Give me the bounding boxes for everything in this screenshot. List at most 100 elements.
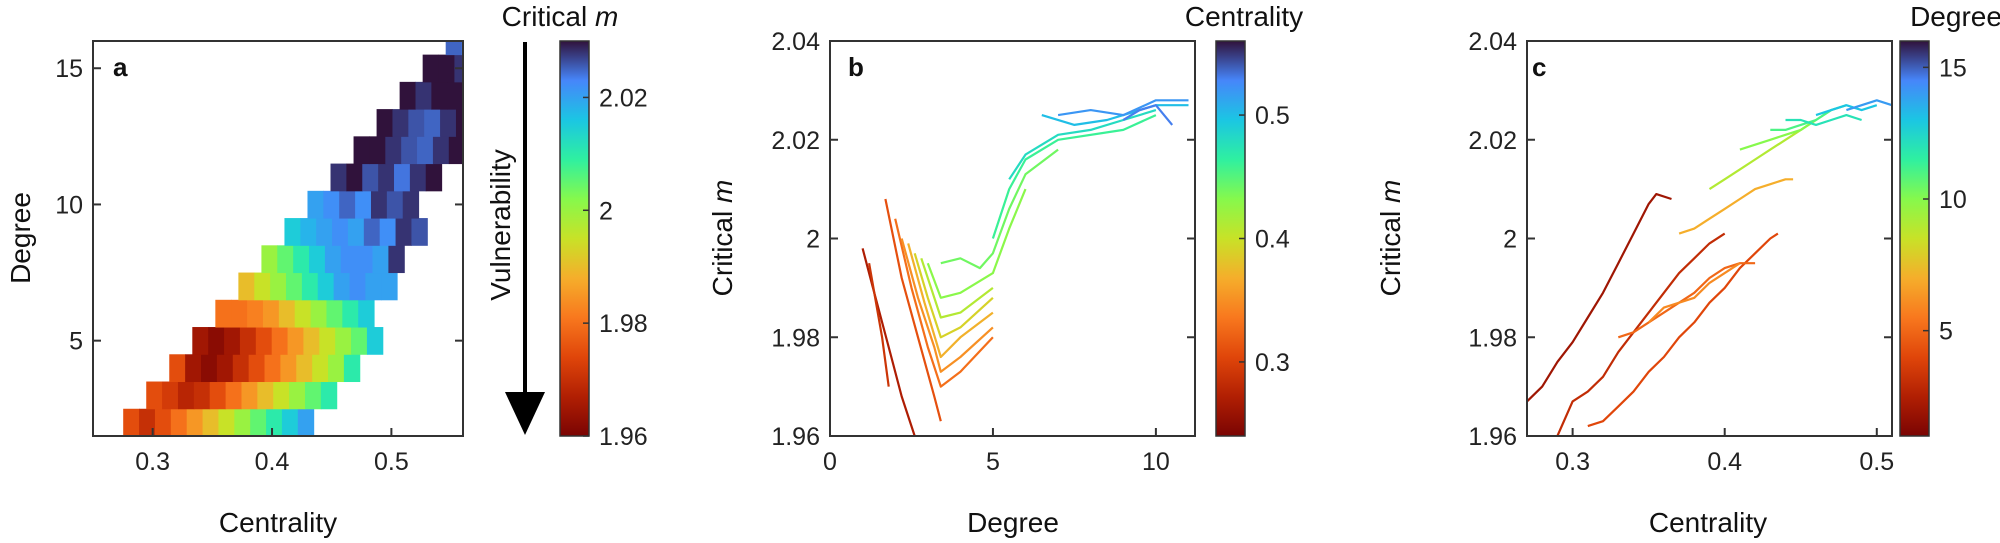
colorbar-tick-label: 0.4 — [1255, 226, 1290, 254]
colorbar-tick-label: 15 — [1939, 54, 1967, 82]
colorbar-tick-label: 2.02 — [599, 84, 648, 112]
heatmap-cell — [335, 327, 352, 355]
heatmap-cell — [201, 354, 218, 383]
series-line — [1647, 262, 1741, 324]
colorbar-tick-label: 2 — [599, 197, 613, 225]
vulnerability-arrow-head — [505, 392, 545, 435]
heatmap-cell — [349, 272, 366, 301]
heatmap-cell — [216, 354, 234, 383]
series-group — [861, 99, 1189, 436]
heatmap-cell — [261, 245, 278, 274]
heatmap-cell — [284, 218, 301, 246]
series-line — [894, 218, 994, 388]
heatmap-cell — [208, 327, 225, 355]
panel-a-colorbar-label-var: m — [595, 1, 618, 32]
heatmap-cell — [445, 41, 463, 56]
heatmap-cell — [270, 272, 287, 301]
heatmap-cell — [394, 163, 411, 192]
panel-c-colorbar-label: Degree — [1910, 1, 2000, 32]
heatmap-cell — [273, 381, 290, 410]
heatmap-cell — [215, 299, 232, 328]
heatmap-cell — [170, 408, 188, 437]
heatmap-cell — [232, 354, 250, 383]
y-tick-label: 10 — [55, 191, 83, 219]
heatmap-cell — [309, 245, 326, 274]
heatmap-cell — [455, 109, 464, 137]
heatmap-cell — [193, 381, 211, 410]
panel-a: a 0.3 0.4 0.5 5 10 15 Centrality Degree Vuln… — [5, 1, 648, 538]
series-line — [1846, 99, 1892, 112]
heatmap-cell — [266, 408, 283, 437]
heatmap-cell — [241, 381, 258, 410]
panel-c-x-ticks: 0.3 0.4 0.5 — [1555, 428, 1894, 476]
vulnerability-label: Vulnerability — [485, 149, 516, 300]
series-line — [1785, 113, 1862, 127]
heatmap-cell — [376, 109, 393, 137]
x-tick-label: 0.3 — [135, 448, 170, 476]
heatmap-cell — [250, 408, 267, 437]
series-line — [1057, 99, 1189, 117]
heatmap-cell — [432, 136, 450, 165]
y-tick-label: 2 — [806, 226, 820, 254]
series-group — [1527, 99, 1892, 436]
series-line — [1678, 178, 1794, 235]
heatmap-cell — [355, 190, 372, 219]
heatmap-cell — [320, 381, 338, 410]
heatmap-cell — [347, 218, 365, 246]
heatmap-cell — [271, 327, 289, 355]
heatmap-cell — [185, 354, 202, 383]
heatmap-cell — [285, 272, 303, 301]
heatmap-cell — [333, 272, 350, 301]
panel-c-frame — [1526, 40, 1893, 437]
heatmap-cell — [300, 218, 317, 246]
heatmap-cell — [431, 81, 448, 110]
heatmap-cell — [440, 109, 457, 137]
heatmap-cell — [326, 299, 343, 328]
x-tick-label: 0 — [823, 448, 837, 476]
heatmap-cell — [239, 327, 257, 355]
heatmap-cell — [139, 408, 156, 437]
x-tick-label: 0.4 — [1707, 448, 1742, 476]
x-tick-label: 0.5 — [1859, 448, 1894, 476]
panel-c-lines — [1527, 99, 1892, 436]
heatmap-cell — [369, 136, 386, 165]
y-tick-label: 1.98 — [771, 324, 820, 352]
panel-a-colorbar-label-text: Critical — [502, 1, 595, 32]
panel-a-y-label: Degree — [5, 192, 36, 284]
series-line — [868, 263, 890, 387]
heatmap-cell — [386, 190, 404, 219]
panel-a-colorbar-ticks: 2.02 2 1.98 1.96 — [583, 84, 648, 451]
series-line — [913, 252, 994, 339]
heatmap-cell — [177, 381, 195, 410]
panel-c-colorbar — [1899, 40, 1930, 437]
heatmap-cell — [366, 327, 384, 355]
heatmap-cell — [399, 81, 416, 110]
heatmap-cell — [303, 327, 320, 355]
y-tick-label: 1.98 — [1468, 324, 1517, 352]
heatmap-cell — [317, 272, 335, 301]
heatmap-cell — [264, 354, 281, 383]
panel-b-colorbar-ticks: 0.5 0.4 0.3 — [1239, 102, 1290, 377]
heatmap-cell — [186, 408, 204, 437]
x-tick-label: 0.3 — [1555, 448, 1590, 476]
heatmap-cell — [238, 272, 255, 301]
heatmap-cell — [278, 299, 296, 328]
heatmap-cell — [363, 218, 381, 246]
y-tick-label: 2.04 — [771, 28, 820, 56]
heatmap-cell — [319, 327, 336, 355]
heatmap-cell — [248, 354, 266, 383]
heatmap-cell — [409, 163, 427, 192]
heatmap-cell — [277, 245, 294, 274]
heatmap-cell — [332, 218, 349, 246]
x-tick-label: 5 — [986, 448, 1000, 476]
panel-c-colorbar-ticks: 15 10 5 — [1923, 54, 1967, 346]
heatmap-cell — [324, 245, 342, 274]
heatmap-cell — [381, 272, 398, 301]
heatmap-cell — [372, 245, 389, 274]
heatmap-cell — [202, 408, 219, 437]
colorbar-tick-label: 0.3 — [1255, 349, 1290, 377]
y-tick-label: 2.04 — [1468, 28, 1517, 56]
panel-b-colorbar-label: Centrality — [1185, 1, 1303, 32]
heatmap-cell — [224, 327, 241, 355]
heatmap-cell — [448, 136, 464, 165]
